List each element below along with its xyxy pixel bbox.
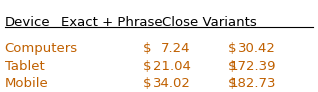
- Text: Close Variants: Close Variants: [162, 16, 257, 29]
- Text: $: $: [143, 60, 152, 73]
- Text: Tablet: Tablet: [4, 60, 44, 73]
- Text: $: $: [228, 43, 237, 55]
- Text: 34.02: 34.02: [153, 77, 190, 90]
- Text: $: $: [228, 77, 237, 90]
- Text: Exact + Phrase: Exact + Phrase: [60, 16, 162, 29]
- Text: $: $: [228, 60, 237, 73]
- Text: 7.24: 7.24: [161, 43, 190, 55]
- Text: Device: Device: [4, 16, 50, 29]
- Text: 21.04: 21.04: [153, 60, 190, 73]
- Text: Computers: Computers: [4, 43, 78, 55]
- Text: $: $: [143, 43, 152, 55]
- Text: Mobile: Mobile: [4, 77, 48, 90]
- Text: 182.73: 182.73: [229, 77, 276, 90]
- Text: 172.39: 172.39: [229, 60, 276, 73]
- Text: 30.42: 30.42: [238, 43, 276, 55]
- Text: $: $: [143, 77, 152, 90]
